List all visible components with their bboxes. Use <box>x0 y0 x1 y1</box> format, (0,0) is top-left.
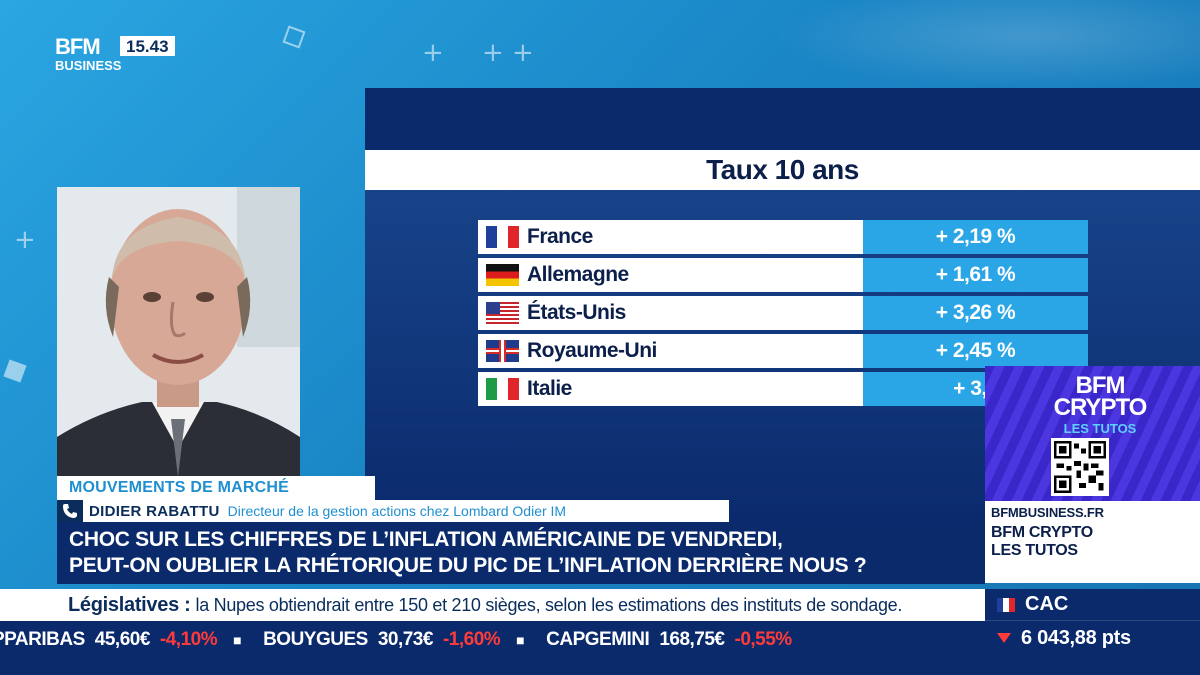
index-box: CAC 6 043,88 pts <box>985 589 1200 675</box>
stock-name: BOUYGUES <box>263 629 368 650</box>
news-ticker: Législatives : la Nupes obtiendrait entr… <box>0 589 985 621</box>
panel-title-bar: Taux 10 ans <box>365 150 1200 190</box>
stock-price: 168,75€ <box>659 629 725 650</box>
rate-country-name: France <box>527 225 593 248</box>
rate-row: Royaume-Uni + 2,45 % <box>478 334 1088 368</box>
uk-flag-icon <box>486 340 519 362</box>
stock-item: CAPGEMINI 168,75€ -0,55% <box>546 629 792 651</box>
speaker-portrait <box>57 187 300 477</box>
crypto-promo-title: BFM CRYPTO LES TUTOS <box>1035 372 1165 436</box>
rate-value: + 2,45 % <box>863 334 1088 368</box>
usa-flag-icon <box>486 302 519 324</box>
decor-plus: + <box>14 225 36 255</box>
rate-row: France + 2,19 % <box>478 220 1088 254</box>
stock-name: CAPGEMINI <box>546 629 650 650</box>
decor-plus: + <box>482 38 504 68</box>
stock-item: PPARIBAS 45,60€ -4,10% ■ <box>0 629 242 651</box>
crypto-promo-brand: BFM <box>1075 372 1126 399</box>
qr-code-icon <box>1051 438 1109 496</box>
logo-business: BUSINESS <box>55 58 122 73</box>
portrait-illustration <box>57 187 300 477</box>
germany-flag-icon <box>486 264 519 286</box>
clock: 15.43 <box>120 36 175 56</box>
stock-ticker-track: PPARIBAS 45,60€ -4,10% ■ BOUYGUES 30,73€… <box>0 627 814 653</box>
italy-flag-icon <box>486 378 519 400</box>
rate-row: États-Unis + 3,26 % <box>478 296 1088 330</box>
speaker-role: Directeur de la gestion actions chez Lom… <box>227 503 567 519</box>
stock-price: 30,73€ <box>377 629 434 650</box>
rate-value: + 3,26 % <box>863 296 1088 330</box>
logo-bfm: BFM <box>55 34 101 59</box>
rate-country-cell: États-Unis <box>478 296 863 330</box>
crypto-promo-subtitle: LES TUTOS <box>1063 421 1137 436</box>
index-value-row: 6 043,88 pts <box>985 623 1200 653</box>
rate-country-name: États-Unis <box>527 301 626 324</box>
decor-plus: + <box>512 38 534 68</box>
france-flag-icon <box>997 597 1015 612</box>
rate-value: + 1,61 % <box>863 258 1088 292</box>
rate-country-name: Allemagne <box>527 263 629 286</box>
rate-value: + 2,19 % <box>863 220 1088 254</box>
index-name: CAC <box>1025 593 1069 615</box>
stock-separator-icon: ■ <box>233 632 242 648</box>
rates-panel: Taux 10 ans France + 2,19 % Allemagne + … <box>365 88 1200 528</box>
channel-logo: BFM BUSINESS <box>55 34 122 73</box>
section-tag: MOUVEMENTS DE MARCHÉ <box>57 476 375 500</box>
rate-country-cell: Italie <box>478 372 863 406</box>
index-value: 6 043,88 pts <box>1021 626 1131 649</box>
stock-separator-icon: ■ <box>516 632 525 648</box>
crypto-promo: BFM CRYPTO LES TUTOS <box>985 366 1200 501</box>
crypto-promo-word: CRYPTO <box>1053 394 1148 421</box>
headline-line-2: PEUT-ON OUBLIER LA RHÉTORIQUE DU PIC DE … <box>69 554 867 577</box>
stock-change: -0,55% <box>734 629 793 650</box>
rate-country-cell: France <box>478 220 863 254</box>
stock-ticker: PPARIBAS 45,60€ -4,10% ■ BOUYGUES 30,73€… <box>0 621 985 675</box>
crypto-promo-info: BFMBUSINESS.FR BFM CRYPTO LES TUTOS <box>985 501 1200 583</box>
crypto-promo-site: BFMBUSINESS.FR <box>991 505 1104 520</box>
background-cloud <box>770 0 1200 90</box>
crypto-promo-label-2: LES TUTOS <box>991 542 1078 559</box>
headline-line-1: CHOC SUR LES CHIFFRES DE L’INFLATION AMÉ… <box>69 528 783 551</box>
rate-country-name: Royaume-Uni <box>527 339 657 362</box>
rate-row: Allemagne + 1,61 % <box>478 258 1088 292</box>
headline: CHOC SUR LES CHIFFRES DE L’INFLATION AMÉ… <box>57 522 985 584</box>
stock-price: 45,60€ <box>94 629 151 650</box>
ticker-text: la Nupes obtiendrait entre 150 et 210 si… <box>195 594 903 615</box>
stock-change: -4,10% <box>159 629 218 650</box>
decor-plus: + <box>422 38 444 68</box>
speaker-bar: DIDIER RABATTU Directeur de la gestion a… <box>57 500 729 522</box>
stock-item: BOUYGUES 30,73€ -1,60% ■ <box>263 629 525 651</box>
rate-country-cell: Royaume-Uni <box>478 334 863 368</box>
phone-icon <box>57 500 83 522</box>
ticker-key: Législatives : <box>68 593 191 616</box>
rate-country-cell: Allemagne <box>478 258 863 292</box>
crypto-promo-label-1: BFM CRYPTO <box>991 524 1093 541</box>
france-flag-icon <box>486 226 519 248</box>
index-name-row: CAC <box>985 589 1200 621</box>
panel-title: Taux 10 ans <box>706 154 859 185</box>
stock-change: -1,60% <box>442 629 501 650</box>
down-arrow-icon <box>997 633 1011 643</box>
stock-name: PPARIBAS <box>0 629 85 650</box>
speaker-name: DIDIER RABATTU <box>89 502 220 520</box>
rate-country-name: Italie <box>527 377 572 400</box>
